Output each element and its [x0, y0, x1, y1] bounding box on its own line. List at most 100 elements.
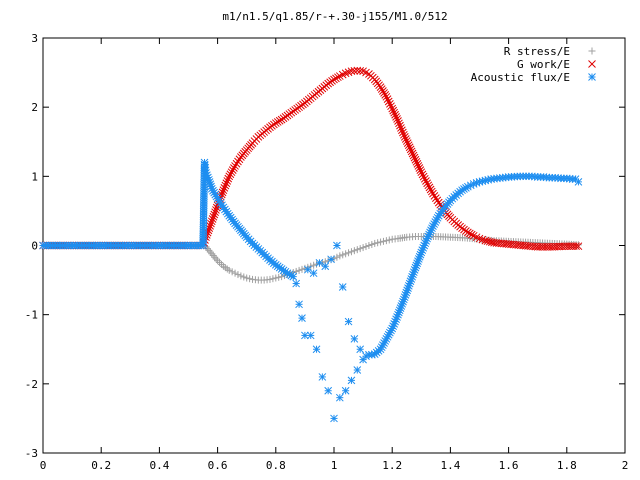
data-point: [423, 179, 431, 188]
data-point: [240, 273, 248, 281]
data-point: [271, 119, 280, 127]
data-point: [208, 215, 217, 223]
data-point: [243, 274, 251, 282]
data-point: [306, 331, 315, 340]
data-point: [269, 275, 277, 283]
data-point: [422, 177, 430, 185]
series-g-work-e: [39, 66, 583, 251]
data-point: [207, 217, 216, 226]
x-tick-label: 0.6: [208, 459, 228, 472]
data-point: [335, 393, 344, 402]
data-point: [210, 210, 219, 219]
data-point: [209, 252, 217, 260]
data-point: [368, 240, 376, 248]
y-tick-label: -2: [25, 378, 38, 391]
data-point: [231, 162, 239, 170]
x-tick-label: 1: [331, 459, 338, 472]
data-point: [381, 91, 390, 99]
y-tick-label: -1: [25, 309, 38, 322]
data-point: [292, 279, 301, 288]
data-point: [301, 264, 309, 272]
data-point: [404, 141, 413, 150]
data-point: [336, 252, 344, 260]
data-point: [391, 110, 399, 119]
data-point: [350, 335, 359, 343]
data-point: [395, 119, 403, 128]
data-point: [402, 137, 411, 145]
data-point: [206, 221, 214, 230]
data-point: [433, 196, 442, 205]
data-point: [266, 275, 274, 283]
data-point: [295, 300, 303, 309]
data-point: [388, 104, 397, 113]
data-point: [362, 352, 370, 361]
legend-marker: [588, 60, 596, 68]
data-point: [321, 262, 330, 271]
data-point: [396, 121, 404, 130]
data-point: [427, 187, 436, 196]
data-point: [353, 246, 361, 254]
y-tick-label: 0: [31, 240, 38, 253]
data-point: [212, 206, 220, 214]
data-point: [393, 115, 401, 123]
data-point: [409, 151, 418, 160]
data-point: [205, 246, 213, 254]
data-point: [574, 242, 583, 251]
data-point: [207, 219, 215, 228]
data-point: [398, 126, 406, 135]
data-point: [389, 106, 398, 115]
data-point: [221, 181, 230, 190]
data-point: [385, 236, 393, 244]
data-point: [350, 67, 359, 75]
data-point: [467, 230, 476, 239]
data-point: [415, 164, 424, 172]
data-point: [412, 157, 421, 166]
data-point: [298, 314, 306, 322]
data-point: [481, 236, 490, 245]
x-tick-label: 1.6: [499, 459, 519, 472]
data-point: [405, 143, 414, 152]
series-acoustic-flux-e: [39, 158, 583, 423]
data-point: [371, 239, 379, 247]
data-point: [485, 237, 494, 246]
data-point: [227, 168, 236, 177]
data-point: [230, 164, 238, 172]
data-point: [223, 177, 232, 185]
data-point: [379, 237, 387, 245]
data-point: [272, 274, 280, 282]
data-point: [365, 242, 373, 249]
data-point: [392, 112, 400, 121]
data-point: [572, 242, 580, 251]
data-point: [429, 189, 437, 198]
data-point: [318, 373, 327, 381]
data-point: [332, 74, 340, 83]
data-point: [417, 168, 426, 177]
data-point: [295, 266, 303, 274]
data-point: [356, 245, 364, 253]
data-point: [273, 118, 282, 126]
data-point: [218, 188, 227, 197]
data-point: [217, 260, 225, 268]
chart-title: m1/n1.5/q1.85/r-+.30-j155/M1.0/512: [222, 10, 447, 23]
data-point: [394, 117, 402, 125]
data-point: [401, 135, 410, 143]
data-point: [347, 376, 356, 385]
data-point: [390, 108, 398, 117]
data-point: [377, 238, 385, 246]
data-point: [341, 386, 350, 395]
data-point: [309, 269, 318, 278]
data-point: [408, 149, 417, 158]
data-point: [206, 248, 214, 256]
data-point: [246, 275, 254, 283]
data-point: [465, 229, 474, 238]
y-tick-label: -3: [25, 447, 38, 460]
data-point: [377, 85, 386, 93]
data-point: [424, 181, 433, 190]
data-point: [464, 228, 472, 237]
data-point: [234, 157, 242, 166]
data-point: [379, 87, 387, 95]
data-point: [209, 212, 218, 221]
data-point: [327, 255, 335, 264]
data-point: [380, 89, 388, 97]
